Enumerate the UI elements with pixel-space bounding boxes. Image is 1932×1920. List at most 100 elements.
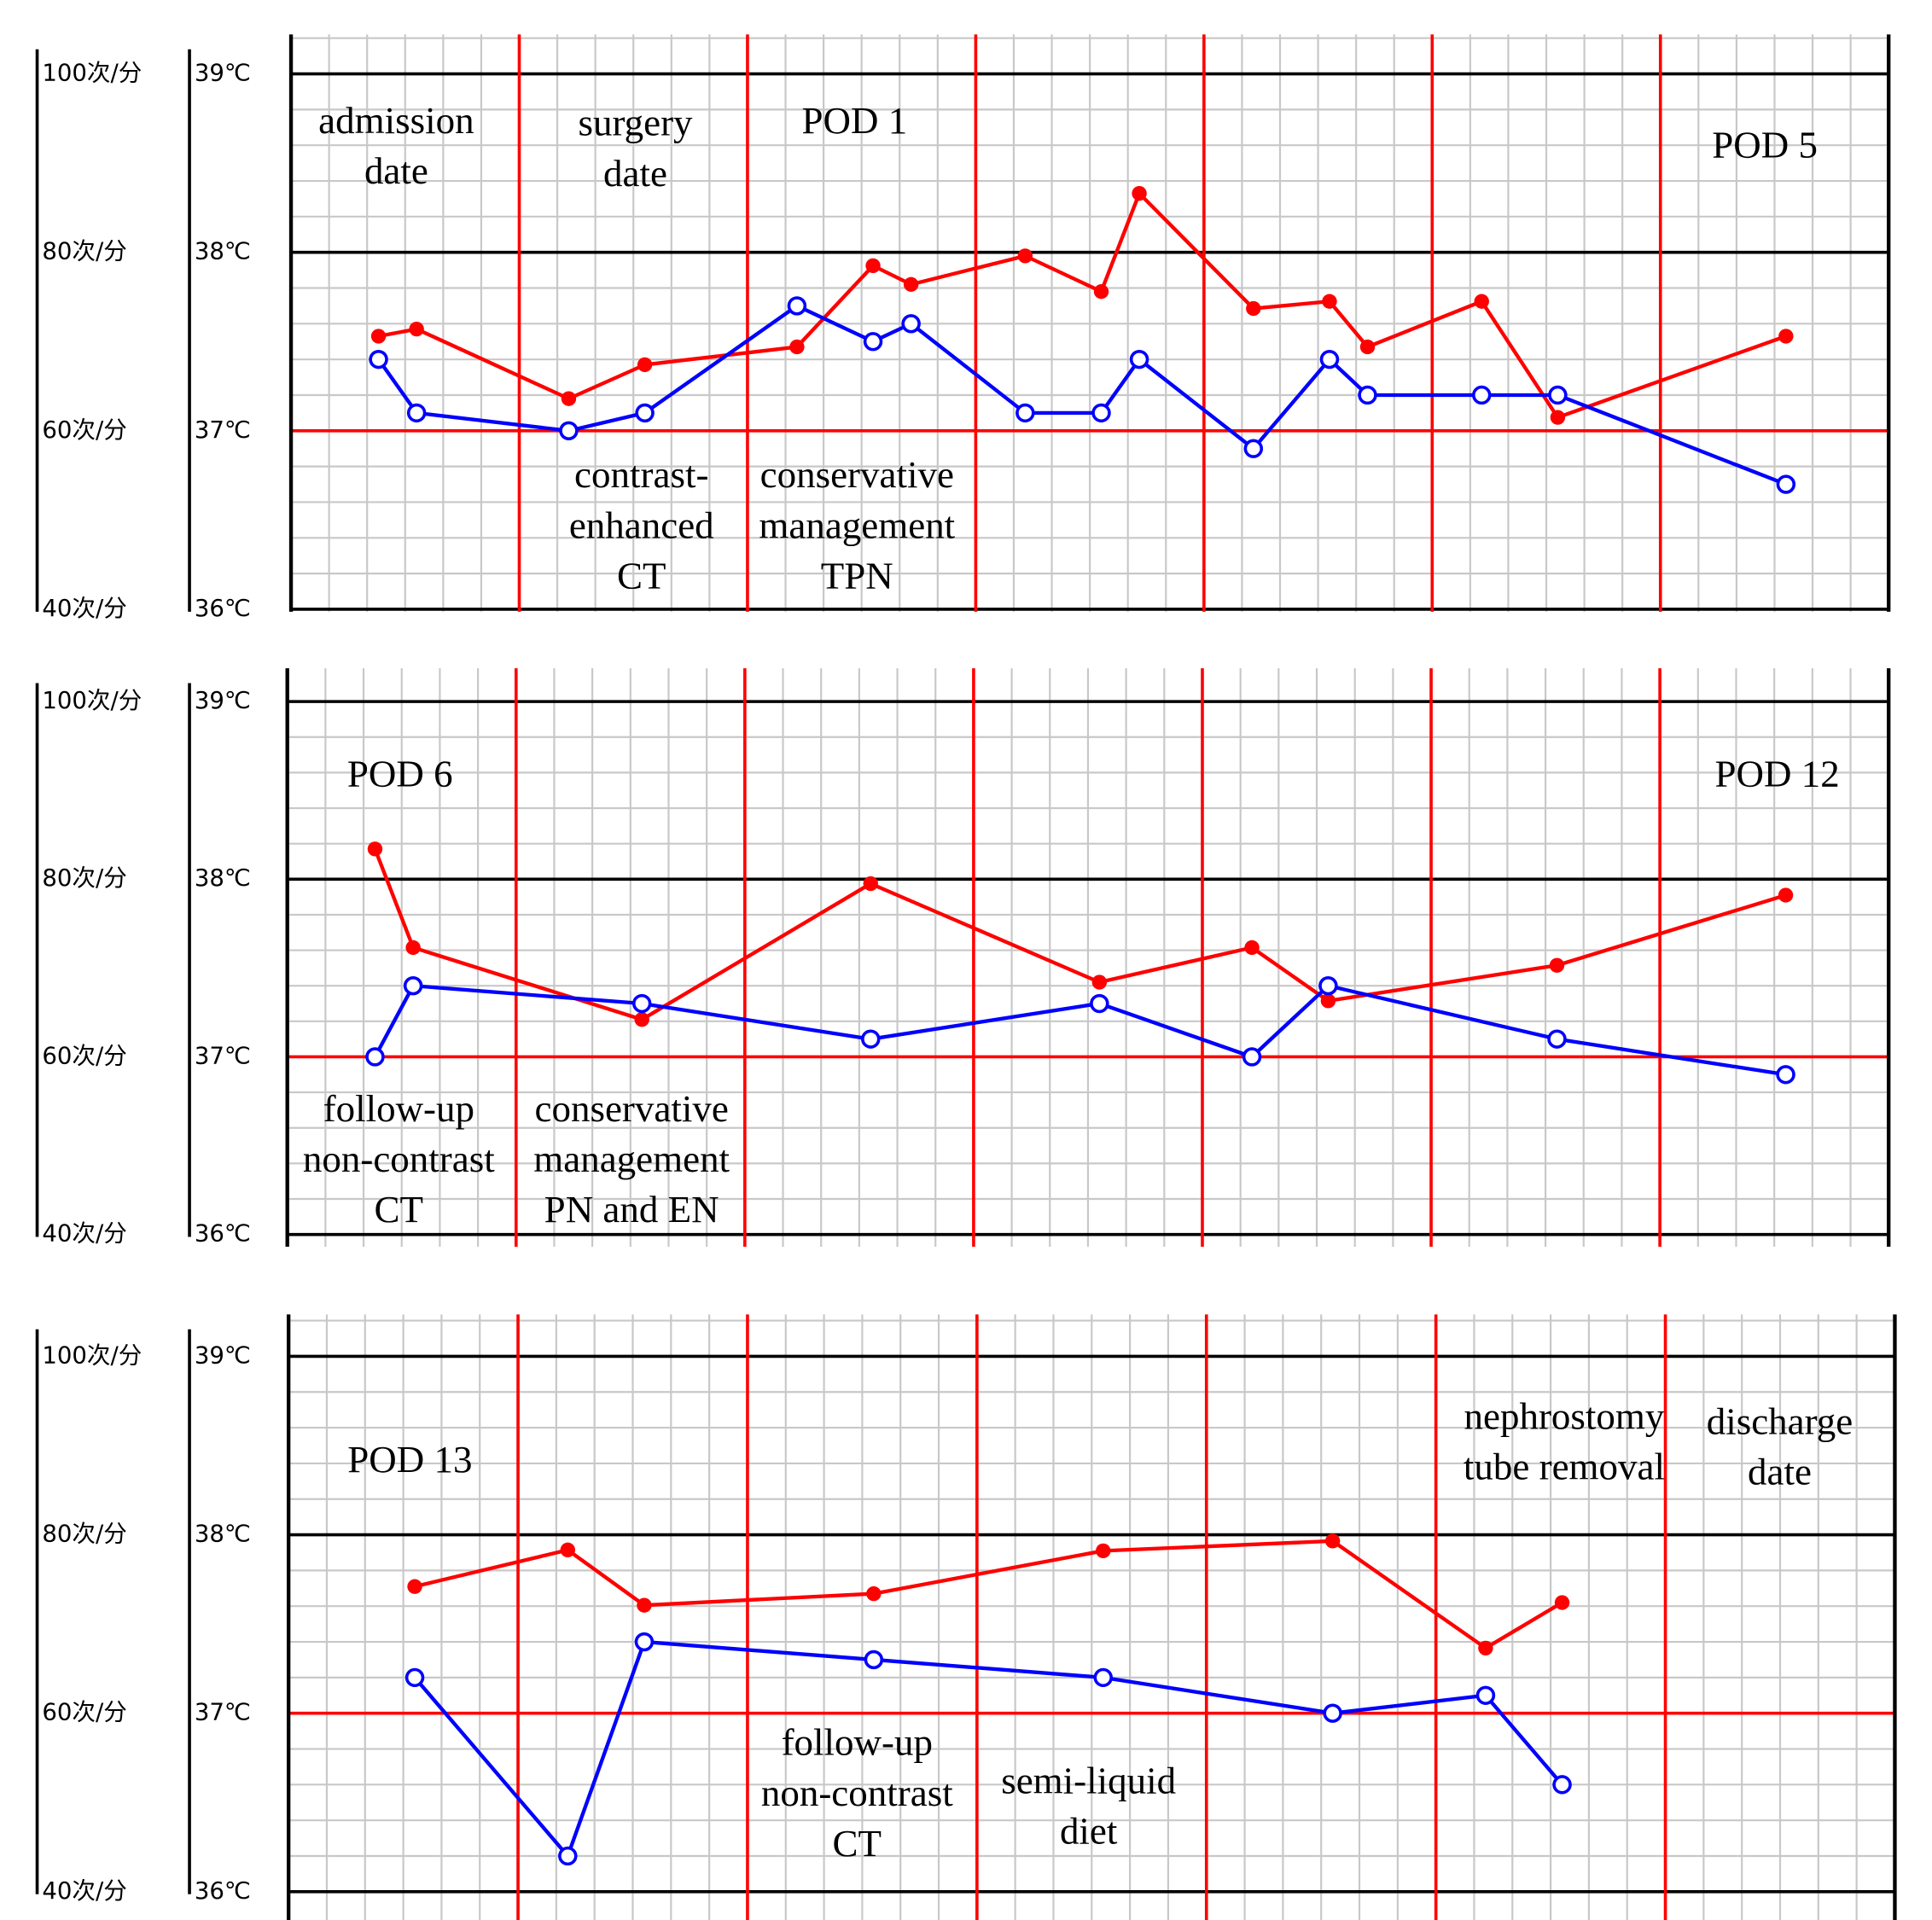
annotation: TPN xyxy=(821,555,893,597)
point xyxy=(404,1667,425,1688)
point xyxy=(1243,439,1264,458)
y2-tick-label: 60次/分 xyxy=(42,416,126,444)
annotation: admission xyxy=(318,99,474,142)
annotation: enhanced xyxy=(569,503,714,546)
annotation: diet xyxy=(1060,1810,1118,1853)
point xyxy=(1547,1029,1567,1049)
series-line xyxy=(373,848,1787,1022)
point xyxy=(1093,1667,1113,1688)
point xyxy=(1474,294,1489,309)
point xyxy=(367,841,383,857)
point xyxy=(1244,940,1260,956)
point xyxy=(561,391,577,406)
point xyxy=(1778,887,1794,903)
point xyxy=(559,421,579,440)
point xyxy=(558,1846,578,1866)
annotation: POD 5 xyxy=(1712,124,1818,166)
point xyxy=(365,1047,385,1067)
point xyxy=(1246,300,1261,317)
annotation: date xyxy=(603,152,667,195)
y-tick-label: 39℃ xyxy=(195,60,251,87)
annotation: CT xyxy=(833,1822,882,1865)
annotation: tube removal xyxy=(1464,1446,1665,1488)
y-tick-label: 38℃ xyxy=(195,864,251,892)
y2-tick-label: 60次/分 xyxy=(42,1043,126,1070)
point xyxy=(634,1012,649,1027)
point xyxy=(1319,349,1340,369)
point xyxy=(637,357,653,373)
point xyxy=(1093,284,1109,300)
annotation: contrast- xyxy=(574,453,708,496)
point xyxy=(370,329,387,344)
point xyxy=(1091,403,1111,423)
y-tick-label: 37℃ xyxy=(195,1043,251,1070)
point xyxy=(405,940,421,956)
point xyxy=(1776,1065,1795,1085)
point xyxy=(369,349,388,369)
point xyxy=(407,1579,422,1594)
point xyxy=(1132,186,1147,201)
point xyxy=(1358,385,1377,405)
y-tick-label: 38℃ xyxy=(195,1521,251,1548)
annotation: non-contrast xyxy=(761,1772,953,1814)
y-tick-label: 37℃ xyxy=(195,416,251,444)
point xyxy=(1550,410,1566,425)
point xyxy=(560,1542,576,1557)
point xyxy=(403,976,423,996)
annotation: POD 13 xyxy=(347,1438,472,1481)
annotation: nephrostomy xyxy=(1464,1395,1665,1438)
point xyxy=(406,403,427,423)
point xyxy=(1475,1685,1496,1705)
annotation: non-contrast xyxy=(303,1137,495,1180)
point xyxy=(1015,403,1035,423)
y2-tick-label: 80次/分 xyxy=(42,238,126,265)
point xyxy=(1322,294,1337,309)
annotation: management xyxy=(533,1137,730,1180)
point xyxy=(637,1597,652,1613)
point xyxy=(1320,993,1336,1009)
annotation: PN and EN xyxy=(544,1188,719,1231)
y-tick-label: 36℃ xyxy=(195,1877,251,1905)
point xyxy=(865,258,881,274)
point xyxy=(861,1029,881,1049)
annotation: conservative xyxy=(534,1087,728,1130)
point xyxy=(863,332,883,352)
point xyxy=(864,1649,884,1670)
y2-tick-label: 40次/分 xyxy=(42,1220,126,1248)
y2-tick-label: 80次/分 xyxy=(42,1521,126,1548)
y-tick-label: 37℃ xyxy=(195,1699,251,1726)
annotation: CT xyxy=(617,555,666,597)
point xyxy=(1090,993,1109,1014)
annotation: conservative xyxy=(760,453,954,496)
point xyxy=(1017,248,1033,264)
y-tick-label: 36℃ xyxy=(195,1220,251,1248)
annotation: follow-up xyxy=(323,1087,474,1130)
annotation: date xyxy=(1748,1451,1812,1493)
y2-tick-label: 60次/分 xyxy=(42,1699,126,1726)
y2-tick-label: 100次/分 xyxy=(42,60,142,87)
point xyxy=(634,1632,655,1652)
annotation: date xyxy=(364,149,428,192)
annotation: surgery xyxy=(578,102,693,144)
annotation: POD 6 xyxy=(347,753,453,795)
point xyxy=(1776,474,1796,494)
point xyxy=(789,339,805,355)
annotation: discharge xyxy=(1707,1399,1853,1442)
point xyxy=(903,276,919,292)
annotation: CT xyxy=(375,1188,423,1231)
point xyxy=(1552,1775,1572,1795)
y-tick-label: 39℃ xyxy=(195,1341,251,1369)
annotation: semi-liquid xyxy=(1001,1760,1176,1802)
point xyxy=(409,321,424,337)
point xyxy=(1472,385,1492,405)
y-tick-label: 39℃ xyxy=(195,687,251,714)
point xyxy=(787,296,807,316)
point xyxy=(1096,1543,1111,1559)
point xyxy=(1778,329,1794,344)
point xyxy=(1554,1595,1570,1610)
series-line xyxy=(414,1539,1563,1650)
y2-tick-label: 40次/分 xyxy=(42,595,126,622)
point xyxy=(863,876,878,892)
point xyxy=(1548,385,1568,405)
